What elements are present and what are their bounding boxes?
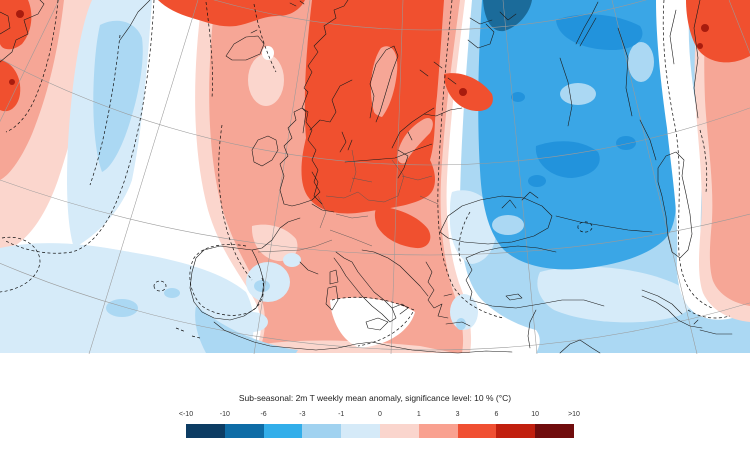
iceland-coastline — [225, 0, 305, 61]
colorbar-tick-label: -10 — [219, 411, 230, 418]
country-borders — [257, 149, 439, 253]
russia-rivers — [559, 0, 701, 161]
black-sea-coastline — [439, 191, 553, 245]
map-caption: Sub-seasonal: 2m T weekly mean anomaly, … — [238, 393, 512, 403]
colorbar-tick-label: 6 — [494, 411, 499, 418]
north-africa-coastline — [213, 321, 513, 354]
europe-temperature-anomaly-map — [0, 0, 750, 354]
colorbar-segment — [224, 424, 264, 438]
graticule — [0, 0, 750, 354]
baltic-coastline — [339, 107, 463, 179]
colorbar: <-10 -10 -6 -3 -1 0 1 3 6 10 >10 — [179, 411, 580, 441]
colorbar-tick-label: 0 — [378, 411, 382, 418]
middle-east-coastline — [527, 289, 733, 354]
colorbar-tick-label: -3 — [299, 411, 306, 418]
turkey-coastline — [465, 245, 605, 309]
coastlines — [0, 0, 733, 354]
colorbar-segment — [457, 424, 497, 438]
map-layers — [0, 0, 750, 354]
colorbar-segment — [302, 424, 342, 438]
colorbar-segment — [263, 424, 303, 438]
contour-lines — [0, 0, 731, 347]
colorbar-tick-label: 3 — [455, 411, 460, 418]
greenland-coastline — [0, 0, 151, 63]
colorbar-tick-label: <-10 — [178, 411, 194, 418]
colorbar-segment — [341, 424, 380, 438]
colorbar-tick-label: -6 — [260, 411, 267, 418]
arctic-russia-coastline — [467, 1, 599, 49]
near-zero-regions — [262, 46, 415, 348]
scandinavia-coastline — [301, 0, 457, 134]
colorbar-tick-label: -1 — [338, 411, 345, 418]
colorbar-segment — [186, 424, 225, 438]
caspian-coastline — [555, 151, 693, 259]
colorbar-segment — [380, 424, 419, 438]
anomaly-map — [0, 0, 750, 354]
colorbar-tick-label: 1 — [416, 411, 421, 418]
colorbar-segment — [418, 424, 458, 438]
extreme-warm-spots — [9, 10, 709, 96]
italy-coastline — [325, 251, 409, 331]
france-iberia-coastline — [189, 171, 335, 321]
colorbar-segment — [535, 424, 574, 438]
colorbar-tick-label: 10 — [531, 411, 540, 418]
britain-ireland-coastline — [251, 107, 321, 207]
cool-anomaly-regions-west — [0, 0, 478, 353]
balkans-greece-coastline — [361, 249, 523, 327]
colorbar-tick-label: >10 — [568, 411, 580, 418]
colorbar-segment — [496, 424, 536, 438]
